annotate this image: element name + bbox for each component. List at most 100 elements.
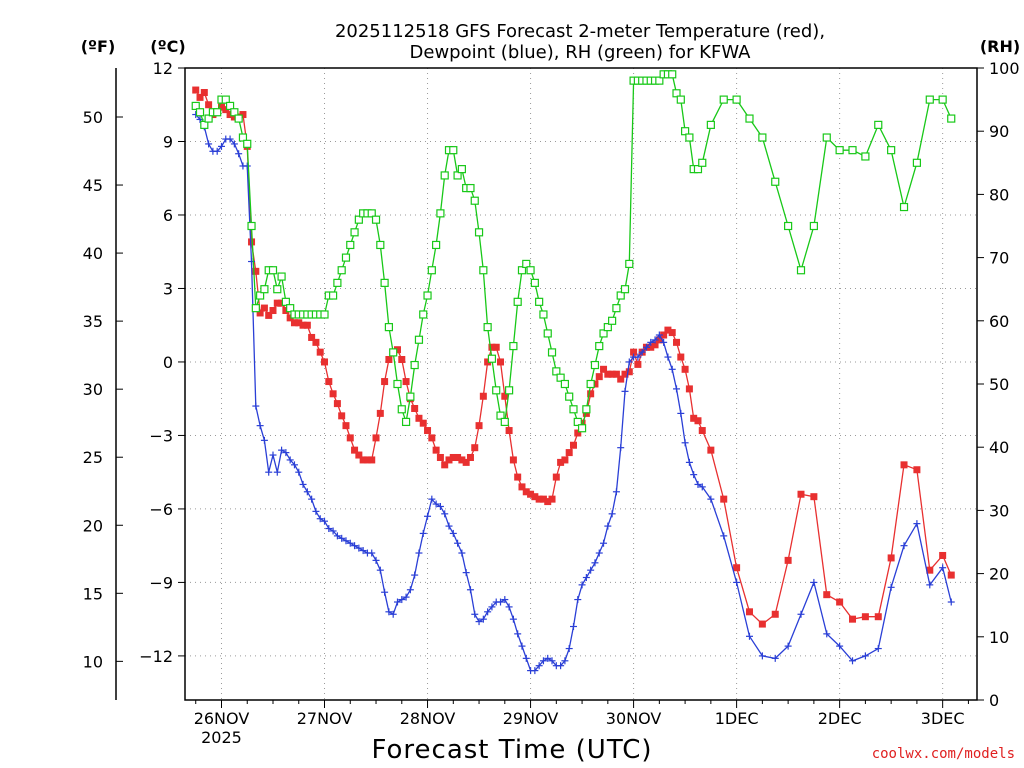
rh-point — [552, 367, 561, 376]
temperature-point — [428, 434, 436, 442]
dewpoint-point — [505, 603, 513, 611]
rh-point — [427, 266, 436, 275]
dewpoint-point — [604, 522, 612, 530]
temperature-point — [368, 456, 376, 464]
temperature-point — [449, 453, 457, 461]
rh-point — [436, 209, 445, 218]
celsius-tick-label: −6 — [149, 500, 173, 519]
temperature-point — [226, 111, 234, 119]
temperature-point — [351, 446, 359, 454]
temperature-point — [475, 422, 483, 430]
temperature-point — [677, 353, 685, 361]
dewpoint-point — [205, 140, 213, 148]
rh-point — [328, 291, 338, 300]
temperature-point — [771, 610, 779, 618]
dewpoint-point — [861, 652, 869, 660]
temperature-point — [445, 456, 453, 464]
temperature-point — [664, 326, 672, 334]
rh-point — [354, 215, 363, 224]
temperature-point — [355, 451, 363, 459]
temperature-point — [733, 564, 741, 572]
rh-point — [620, 285, 630, 294]
rh-point — [947, 114, 956, 123]
temperature-point — [548, 495, 556, 503]
rh-point — [603, 323, 612, 332]
rh-point — [496, 411, 505, 420]
temperature-point — [497, 358, 505, 366]
rh-point — [453, 171, 462, 180]
fahrenheit-tick-label: 25 — [83, 448, 103, 467]
dewpoint-point — [217, 142, 225, 150]
temperature-point — [329, 390, 337, 398]
temperature-point — [278, 299, 286, 307]
rh-point — [487, 354, 497, 363]
rh-point — [693, 165, 703, 174]
dewpoint-point — [479, 615, 487, 623]
dewpoint-point — [874, 645, 882, 653]
dewpoint-point — [685, 458, 693, 466]
dewpoint-point — [900, 542, 908, 550]
temperature-point — [660, 331, 668, 339]
temperature-point — [655, 336, 663, 344]
dewpoint-point — [445, 522, 453, 530]
celsius-tick-label: 0 — [163, 353, 173, 372]
temperature-point — [617, 375, 625, 383]
temperature-point — [458, 456, 466, 464]
rh-point — [320, 310, 329, 319]
rh-point — [457, 165, 466, 174]
temperature-point — [823, 591, 831, 599]
rh-point — [912, 158, 922, 167]
temperature-point — [295, 319, 303, 327]
rh-point — [560, 379, 570, 389]
temperature-point — [561, 456, 569, 464]
rh-point — [204, 114, 213, 123]
dewpoint-point — [887, 583, 895, 591]
dewpoint-point — [677, 409, 685, 417]
dewpoint-point — [393, 598, 401, 606]
rh-point — [389, 348, 398, 357]
dewpoint-point — [642, 343, 650, 351]
x-tick-year-label: 2025 — [201, 728, 242, 747]
dewpoint-point — [758, 652, 766, 660]
dewpoint-point — [260, 436, 268, 444]
dewpoint-point — [316, 515, 324, 523]
rh-point — [432, 240, 441, 250]
plot-frame — [184, 67, 978, 701]
dewpoint-point — [256, 422, 264, 430]
temperature-point — [256, 309, 264, 317]
temperature-point — [205, 101, 213, 109]
rh-point — [225, 101, 235, 111]
grid-lines — [185, 67, 977, 700]
rh-point — [479, 266, 488, 275]
dewpoint-point — [582, 574, 590, 582]
rh-point — [367, 209, 376, 218]
temperature-point — [454, 453, 462, 461]
rh-point — [513, 297, 522, 306]
fahrenheit-tick-label: 30 — [83, 380, 103, 399]
temperature-point — [531, 493, 539, 501]
temperature-point — [308, 333, 316, 341]
rh-point — [230, 108, 239, 117]
rh-point — [796, 266, 806, 275]
dewpoint-point — [849, 657, 857, 665]
temperature-point — [939, 551, 947, 559]
dewpoint-point — [578, 581, 586, 589]
dewpoint-point — [823, 630, 831, 638]
fahrenheit-tick-label: 50 — [83, 108, 103, 127]
temperature-point — [299, 321, 307, 329]
rh-point — [273, 285, 282, 294]
rh-point — [449, 146, 458, 155]
temperature-point — [471, 444, 479, 452]
rh-point — [835, 146, 844, 155]
dewpoint-point — [501, 596, 509, 604]
temperature-point — [574, 429, 582, 437]
temperature-point — [634, 360, 642, 368]
rh-unit-label: (RH) — [980, 37, 1020, 56]
dewpoint-point — [458, 549, 466, 557]
temperature-point — [630, 348, 638, 356]
dewpoint-point — [299, 480, 307, 488]
rh-point — [612, 304, 621, 313]
dewpoint-point — [282, 449, 290, 457]
dewpoint-point — [312, 507, 320, 515]
rh-point — [517, 266, 527, 275]
